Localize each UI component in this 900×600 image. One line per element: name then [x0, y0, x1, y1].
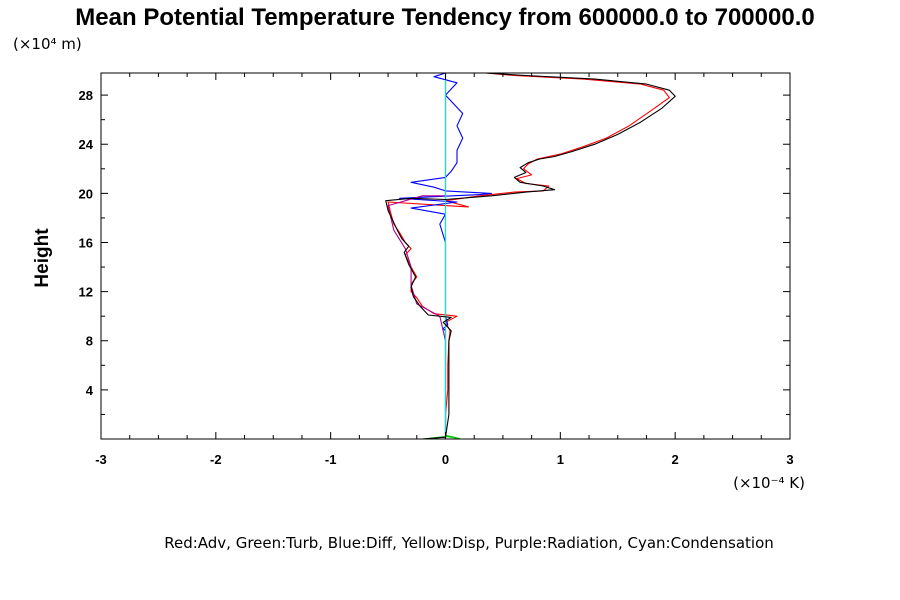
x-tick-label: -1	[325, 452, 337, 467]
x-tick-label: -2	[210, 452, 222, 467]
x-tick-label: -3	[95, 452, 107, 467]
y-tick-label: 4	[86, 383, 94, 398]
y-tick-label: 12	[79, 285, 93, 300]
y-tick-label: 8	[86, 334, 93, 349]
x-tick-label: 0	[442, 452, 449, 467]
y-tick-label: 24	[79, 137, 94, 152]
legend-text: Red:Adv, Green:Turb, Blue:Diff, Yellow:D…	[164, 534, 774, 552]
series-layer	[385, 72, 676, 440]
series-line-total	[385, 72, 676, 440]
x-axis-unit: (×10⁻⁴ K)	[733, 474, 805, 492]
y-tick-label: 20	[79, 186, 93, 201]
series-line-radiation	[387, 73, 447, 439]
series-line-turb	[422, 73, 460, 440]
y-axis-unit: (×10⁴ m)	[13, 35, 82, 53]
y-axis-label: Height	[32, 228, 53, 288]
x-tick-label: 1	[557, 452, 564, 467]
y-tick-label: 16	[79, 235, 93, 250]
chart-title: Mean Potential Temperature Tendency from…	[75, 4, 814, 31]
y-tick-label: 28	[79, 88, 93, 103]
x-tick-label: 2	[672, 452, 679, 467]
series-line-adv	[387, 72, 670, 439]
x-tick-label: 3	[786, 452, 793, 467]
